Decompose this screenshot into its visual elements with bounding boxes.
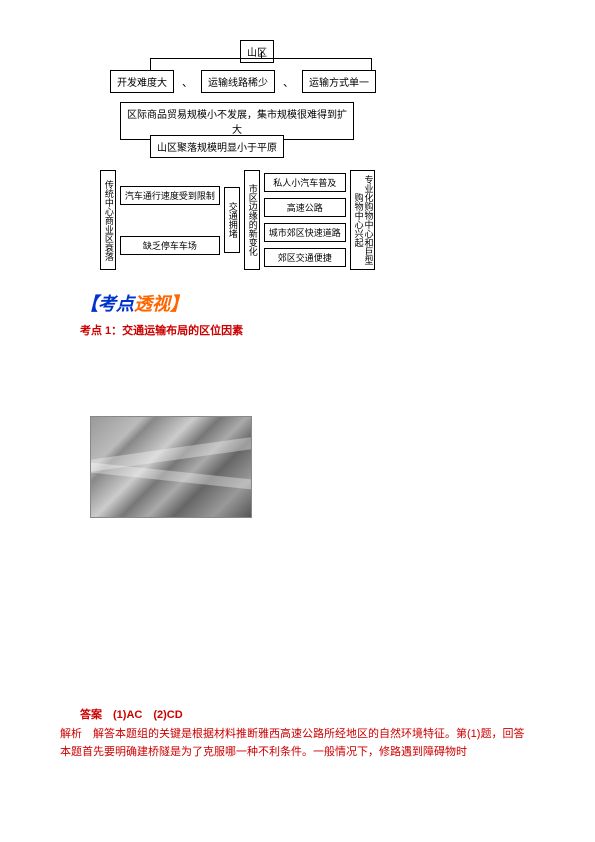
header-orange: 透视】 bbox=[134, 294, 188, 314]
d1-connector bbox=[150, 58, 372, 70]
highway-bridge-photo bbox=[90, 416, 252, 518]
header-blue: 【考点 bbox=[80, 294, 134, 314]
d2-c4-a: 私人小汽车普及 bbox=[264, 173, 346, 192]
d2-c2: 交通拥堵 bbox=[224, 187, 240, 253]
d1-r1-a: 开发难度大 bbox=[110, 70, 174, 93]
diagram-mountain-region: 山区 开发难度大 、 运输线路稀少 、 运输方式单一 区际商品贸易规模小不发展，… bbox=[110, 40, 545, 160]
analysis-label: 解析 bbox=[60, 728, 82, 740]
analysis-body: 解答本题组的关键是根据材料推断雅西高速公路所经地区的自然环境特征。第(1)题，回… bbox=[60, 728, 524, 758]
blank-area-1 bbox=[50, 338, 545, 408]
d2-c4-d: 郊区交通便捷 bbox=[264, 248, 346, 267]
d2-c1-b: 缺乏停车车场 bbox=[120, 236, 220, 255]
d1-r1-b: 运输线路稀少 bbox=[201, 70, 275, 93]
blank-area-2 bbox=[50, 526, 545, 706]
answer-label: 答案 bbox=[80, 709, 102, 721]
answer-text: (1)AC (2)CD bbox=[113, 709, 183, 721]
diagram-commerce-transport: 传统中心商业区衰落 汽车通行速度受到限制 缺乏停车车场 交通拥堵 市区边缘的新变… bbox=[100, 170, 480, 280]
analysis-text: 解析 解答本题组的关键是根据材料推断雅西高速公路所经地区的自然环境特征。第(1)… bbox=[50, 726, 545, 761]
d2-c1-a: 汽车通行速度受到限制 bbox=[120, 186, 220, 205]
d2-c4-b: 高速公路 bbox=[264, 198, 346, 217]
d1-row1: 开发难度大 、 运输线路稀少 、 运输方式单一 bbox=[110, 70, 376, 93]
d2-right: 专业化购物中心和巨型购物中心兴起 bbox=[350, 170, 376, 270]
d2-left: 传统中心商业区衰落 bbox=[100, 170, 116, 270]
answer-line: 答案 (1)AC (2)CD bbox=[80, 706, 545, 722]
section-header: 【考点透视】 bbox=[80, 290, 545, 316]
kaodian-1: 考点 1：交通运输布局的区位因素 bbox=[80, 322, 545, 338]
d2-c4-c: 城市郊区快速道路 bbox=[264, 223, 346, 242]
d2-c3: 市区边缘的新变化 bbox=[244, 170, 260, 270]
d1-row3: 山区聚落规模明显小于平原 bbox=[150, 135, 284, 158]
d1-r1-c: 运输方式单一 bbox=[302, 70, 376, 93]
